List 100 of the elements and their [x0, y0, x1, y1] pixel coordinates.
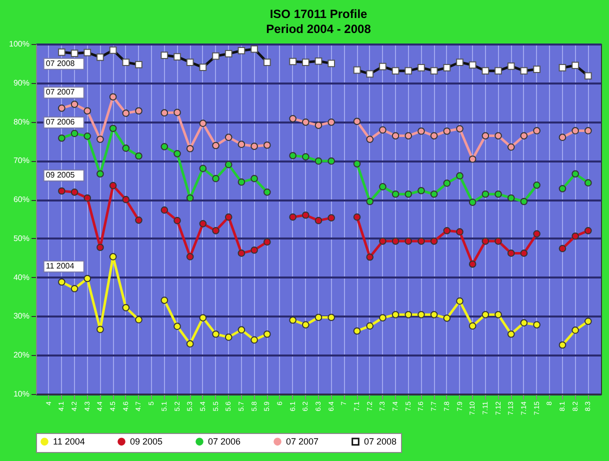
point — [160, 206, 168, 214]
point — [199, 220, 207, 228]
point — [58, 278, 66, 286]
legend-label: 09 2005 — [130, 436, 163, 447]
point — [212, 174, 220, 182]
point — [263, 330, 271, 338]
point — [468, 260, 476, 268]
point — [263, 238, 271, 246]
legend-label: 07 2006 — [208, 436, 241, 447]
point — [482, 190, 490, 198]
point — [430, 311, 438, 318]
point — [418, 127, 425, 135]
point — [302, 118, 310, 126]
point — [443, 314, 451, 322]
point — [70, 130, 78, 138]
y-tick-label: 70% — [13, 156, 30, 166]
point — [109, 124, 117, 132]
point — [558, 185, 566, 192]
point — [199, 120, 207, 127]
point — [160, 143, 168, 150]
point — [109, 253, 117, 260]
point — [135, 316, 142, 324]
point — [366, 198, 374, 206]
point — [84, 194, 92, 202]
point — [135, 216, 142, 224]
point — [456, 172, 464, 180]
point — [507, 143, 515, 151]
point — [404, 238, 412, 245]
point — [122, 110, 130, 117]
point — [289, 213, 296, 221]
point — [404, 132, 412, 140]
y-tick-label: 100% — [9, 40, 30, 48]
point — [263, 141, 271, 149]
point — [174, 108, 181, 116]
point — [314, 314, 322, 322]
point — [572, 232, 579, 240]
annotation: 07 2008 — [46, 58, 76, 68]
point — [328, 214, 336, 222]
annotation: 07 2007 — [46, 88, 76, 97]
point — [558, 244, 566, 252]
y-tick-label: 20% — [13, 350, 30, 360]
point — [289, 115, 296, 122]
point — [84, 274, 92, 282]
point — [238, 250, 246, 257]
point — [250, 174, 258, 182]
point — [494, 238, 502, 245]
point — [468, 322, 476, 330]
point — [109, 93, 117, 101]
point — [250, 142, 258, 150]
point — [238, 140, 246, 148]
point — [468, 198, 476, 206]
point — [482, 311, 490, 318]
point — [328, 118, 336, 126]
point — [224, 160, 232, 168]
point — [494, 190, 502, 198]
point — [122, 144, 130, 152]
point — [520, 319, 528, 326]
y-tick-label: 60% — [13, 195, 30, 204]
legend-label: 11 2004 — [53, 436, 85, 447]
point — [135, 107, 142, 115]
point — [584, 227, 592, 234]
point — [533, 127, 540, 134]
point — [418, 311, 425, 318]
point — [302, 321, 310, 328]
point — [558, 134, 566, 141]
point — [96, 170, 104, 178]
point — [238, 326, 246, 334]
point — [353, 160, 361, 168]
point — [520, 132, 528, 140]
point — [418, 186, 425, 194]
point — [456, 228, 464, 236]
point — [366, 322, 374, 330]
chart-title: ISO 17011 Profile — [270, 7, 368, 21]
point — [443, 227, 451, 234]
point — [507, 194, 515, 202]
point — [430, 238, 438, 245]
point — [379, 238, 386, 245]
point — [468, 155, 476, 163]
point — [328, 157, 336, 165]
legend-label: 07 2008 — [364, 436, 397, 447]
point — [353, 118, 361, 126]
point — [109, 182, 117, 190]
point — [482, 238, 490, 245]
y-tick-label: 10% — [13, 390, 30, 398]
point — [122, 196, 130, 204]
point — [404, 311, 412, 318]
point — [212, 227, 220, 234]
point — [366, 253, 374, 261]
point — [135, 152, 142, 160]
point — [289, 152, 296, 160]
point — [263, 188, 271, 196]
chart-subtitle: Period 2004 - 2008 — [266, 22, 372, 36]
point — [58, 104, 66, 112]
y-tick-label: 50% — [13, 234, 30, 243]
point — [533, 230, 540, 238]
point — [314, 157, 322, 165]
point — [392, 132, 400, 140]
point — [70, 188, 78, 196]
point — [96, 244, 104, 252]
point — [572, 326, 579, 334]
